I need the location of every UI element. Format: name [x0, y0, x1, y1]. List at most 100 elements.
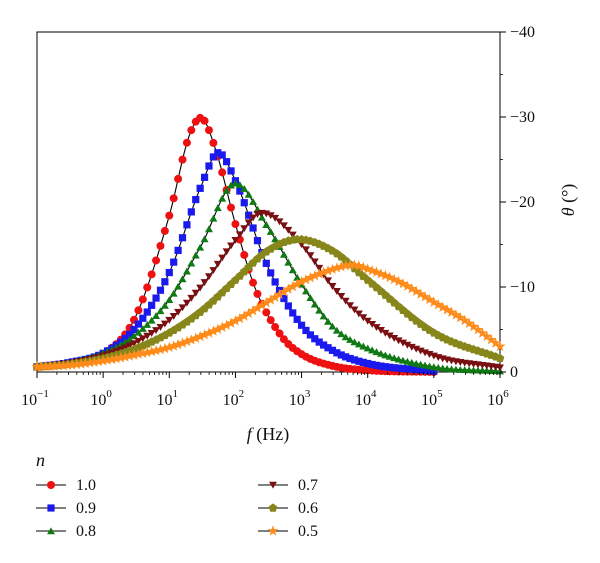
data-point — [271, 323, 280, 332]
data-point — [257, 213, 266, 221]
x-tick-label: 102 — [223, 388, 245, 409]
data-point — [271, 278, 279, 286]
data-point — [227, 167, 235, 175]
data-point — [152, 312, 161, 320]
data-point — [459, 314, 471, 326]
legend-marker — [47, 504, 55, 512]
data-point — [247, 305, 259, 316]
data-point — [296, 276, 308, 287]
data-point — [399, 364, 407, 373]
data-point — [265, 294, 277, 305]
data-point — [216, 321, 228, 333]
data-point — [62, 359, 74, 370]
data-point — [333, 349, 341, 357]
data-point — [102, 354, 114, 365]
data-point — [485, 334, 497, 345]
data-point — [393, 275, 405, 287]
data-point — [155, 343, 166, 355]
data-point — [165, 211, 174, 220]
data-point — [225, 317, 237, 328]
data-point — [205, 162, 213, 170]
data-point — [147, 316, 156, 324]
x-tick-label: 106 — [487, 388, 509, 409]
data-point — [428, 296, 440, 307]
data-point — [150, 344, 162, 356]
data-point — [394, 355, 403, 363]
data-point — [132, 348, 144, 359]
y-tick-label: −10 — [510, 279, 535, 296]
data-point — [249, 278, 258, 287]
data-point — [174, 246, 182, 254]
data-point — [235, 231, 244, 239]
data-point — [315, 338, 323, 346]
data-point — [235, 181, 244, 188]
data-point — [271, 214, 280, 222]
data-point — [178, 234, 187, 242]
data-point — [172, 338, 184, 350]
data-point — [332, 288, 341, 295]
data-point — [481, 330, 493, 342]
data-point — [253, 237, 262, 245]
data-point — [332, 326, 341, 334]
data-point — [229, 315, 241, 326]
data-point — [390, 334, 399, 342]
data-point — [363, 344, 372, 352]
data-point — [124, 350, 136, 361]
data-point — [194, 330, 206, 342]
data-point — [200, 235, 209, 243]
data-point — [266, 212, 275, 220]
data-point — [147, 270, 156, 279]
data-point — [203, 327, 215, 338]
data-point — [249, 224, 257, 232]
y-axis-title: θ (°) — [558, 184, 579, 217]
x-tick-label: 100 — [90, 388, 112, 409]
data-point — [353, 260, 365, 271]
legend-label: 1.0 — [76, 477, 96, 494]
data-point — [200, 116, 209, 125]
data-point — [110, 352, 122, 364]
data-point — [231, 237, 240, 244]
data-point — [218, 168, 227, 177]
data-point — [168, 340, 180, 351]
data-point — [289, 309, 297, 317]
data-point — [190, 332, 202, 343]
data-point — [364, 359, 372, 368]
data-point — [88, 356, 100, 367]
legend-entry-0.7: 0.7 — [258, 477, 318, 494]
data-point — [280, 294, 288, 303]
data-point — [236, 187, 244, 195]
data-point — [191, 289, 200, 297]
data-point — [368, 346, 377, 354]
data-markers — [31, 113, 506, 376]
data-point — [342, 353, 350, 361]
data-point — [53, 360, 65, 371]
data-point — [57, 359, 69, 371]
data-point — [252, 302, 263, 313]
data-point — [262, 210, 271, 218]
data-point — [143, 308, 151, 316]
data-point — [227, 181, 235, 189]
data-point — [406, 283, 418, 294]
data-point — [213, 260, 222, 268]
data-point — [134, 306, 143, 315]
data-point — [269, 291, 281, 303]
data-point — [304, 271, 316, 283]
data-point — [84, 357, 96, 368]
data-point — [494, 340, 506, 352]
data-point — [437, 301, 449, 313]
data-point — [388, 273, 400, 285]
data-point — [275, 329, 284, 338]
y-tick-label: −40 — [510, 24, 535, 41]
data-point — [410, 285, 422, 297]
data-point — [355, 357, 363, 365]
data-point — [288, 266, 297, 274]
data-point — [399, 339, 407, 347]
data-point — [75, 358, 87, 369]
data-point — [284, 226, 293, 234]
data-point — [141, 346, 153, 358]
y-axis-unit: (°) — [558, 184, 579, 208]
data-point — [97, 355, 109, 366]
data-point — [177, 337, 188, 348]
data-point — [134, 320, 143, 328]
data-point — [170, 258, 178, 266]
